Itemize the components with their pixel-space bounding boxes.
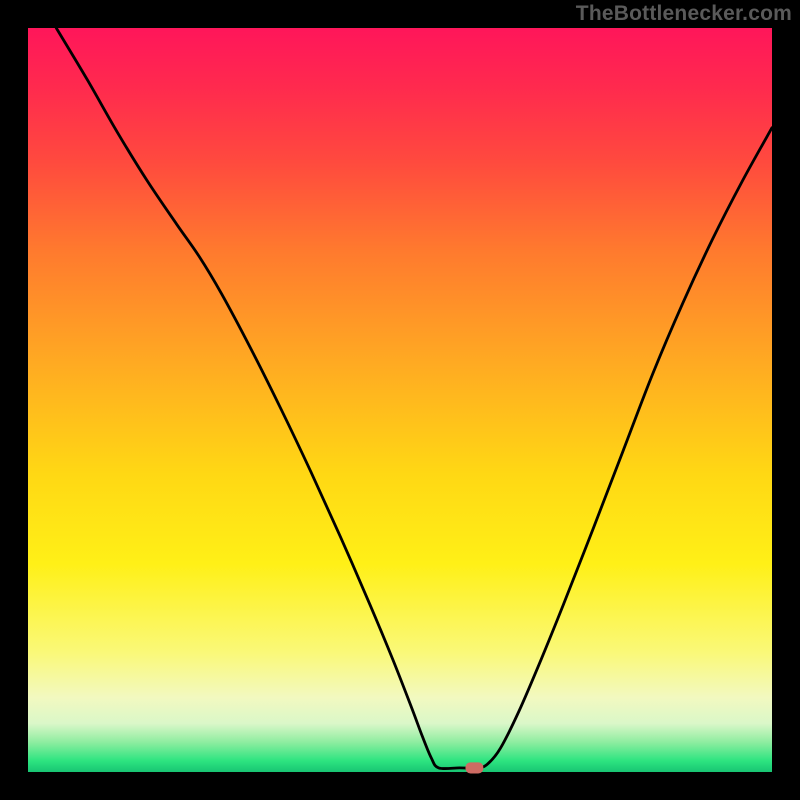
bottleneck-chart [0, 0, 800, 800]
optimal-marker [465, 762, 483, 773]
watermark-text: TheBottlenecker.com [576, 2, 792, 26]
plot-background [28, 28, 772, 772]
